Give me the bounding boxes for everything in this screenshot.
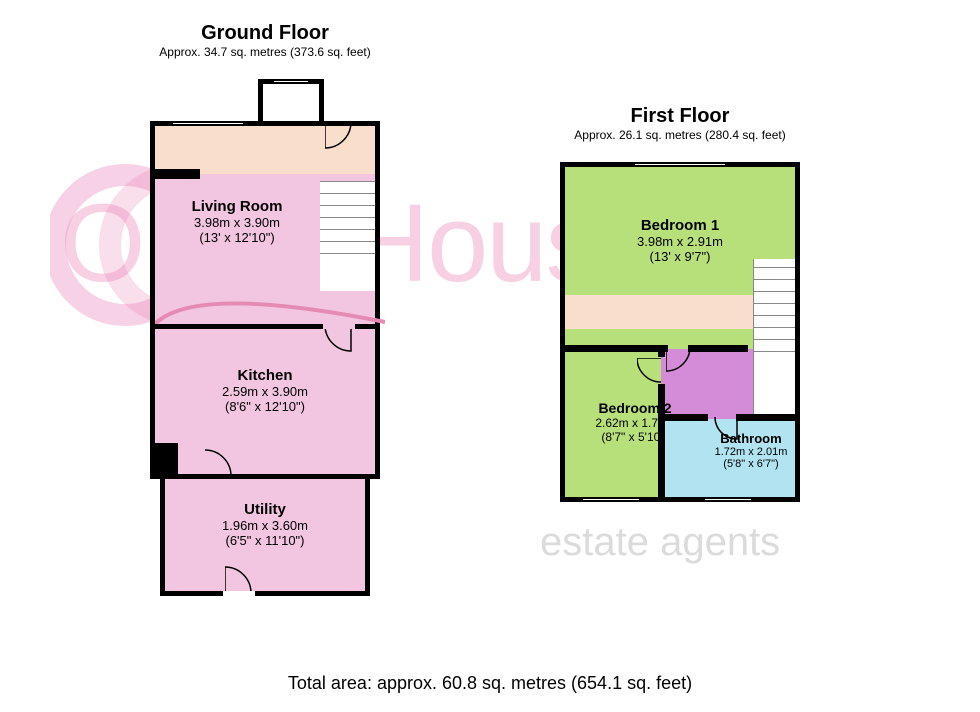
kitchen-dim-m: 2.59m x 3.90m <box>155 384 375 399</box>
ground-floor-plan: Living Room 3.98m x 3.90m (13' x 12'10")… <box>150 79 380 639</box>
wall-bath-top-r <box>736 414 800 421</box>
ground-floor-title: Ground Floor <box>150 22 380 45</box>
first-floor-plan: Bedroom 1 3.98m x 2.91m (13' x 9'7") <box>560 162 800 522</box>
watermark-sub: estate agents <box>540 520 780 565</box>
kitchen-dim-ft: (8'6" x 12'10") <box>155 399 375 414</box>
bathroom: Bathroom 1.72m x 2.01m (5'8" x 6'7") <box>665 419 795 497</box>
utility-door-gap <box>223 591 255 596</box>
utility-dim-m: 1.96m x 3.60m <box>165 518 365 533</box>
bedroom2-door-arc <box>637 358 663 384</box>
ground-floor-subtitle: Approx. 34.7 sq. metres (373.6 sq. feet) <box>150 45 380 59</box>
first-floor-title: First Floor <box>560 105 800 128</box>
porch-window <box>274 79 308 84</box>
wall-bath-top-l <box>660 414 708 421</box>
living-room: Living Room 3.98m x 3.90m (13' x 12'10") <box>150 121 380 329</box>
bedroom2: Bedroom 2 2.62m x 1.79m (8'7" x 5'10") <box>565 352 661 497</box>
porch-door-arc <box>325 122 355 152</box>
kitchen: Kitchen 2.59m x 3.90m (8'6" x 12'10") <box>150 324 380 479</box>
living-room-dim-m: 3.98m x 3.90m <box>127 215 347 230</box>
bathroom-window <box>705 497 751 502</box>
bedroom2-window <box>583 497 639 502</box>
bathroom-dim-ft: (5'8" x 6'7") <box>681 458 821 470</box>
living-room-name: Living Room <box>127 198 347 215</box>
utility: Utility 1.96m x 3.60m (6'5" x 11'10") <box>160 474 370 596</box>
bathroom-dim-m: 1.72m x 2.01m <box>681 446 821 458</box>
ground-floor-block: Ground Floor Approx. 34.7 sq. metres (37… <box>150 22 380 639</box>
porch <box>258 79 324 125</box>
wall-b2-top <box>658 349 665 357</box>
bedroom1-window <box>635 162 725 167</box>
wall-mid-right <box>688 345 748 352</box>
first-floor-subtitle: Approx. 26.1 sq. metres (280.4 sq. feet) <box>560 128 800 142</box>
bedroom1-dim-m: 3.98m x 2.91m <box>565 234 795 249</box>
first-floor-block: First Floor Approx. 26.1 sq. metres (280… <box>560 105 800 522</box>
bathroom-name: Bathroom <box>681 431 821 446</box>
living-window <box>173 121 243 126</box>
living-room-dim-ft: (13' x 12'10") <box>127 230 347 245</box>
wall-mid-left <box>560 345 668 352</box>
utility-name: Utility <box>165 501 365 518</box>
kitchen-door-arc-top <box>323 325 353 355</box>
first-stairs <box>753 259 795 417</box>
total-area: Total area: approx. 60.8 sq. metres (654… <box>0 673 980 694</box>
living-curve <box>155 274 385 324</box>
kitchen-door-gap-top <box>323 324 355 329</box>
wall-b2-side <box>658 384 665 502</box>
bedroom1-name: Bedroom 1 <box>565 217 795 234</box>
utility-dim-ft: (6'5" x 11'10") <box>165 533 365 548</box>
living-wall-stub-left <box>150 169 200 179</box>
kitchen-name: Kitchen <box>155 367 375 384</box>
